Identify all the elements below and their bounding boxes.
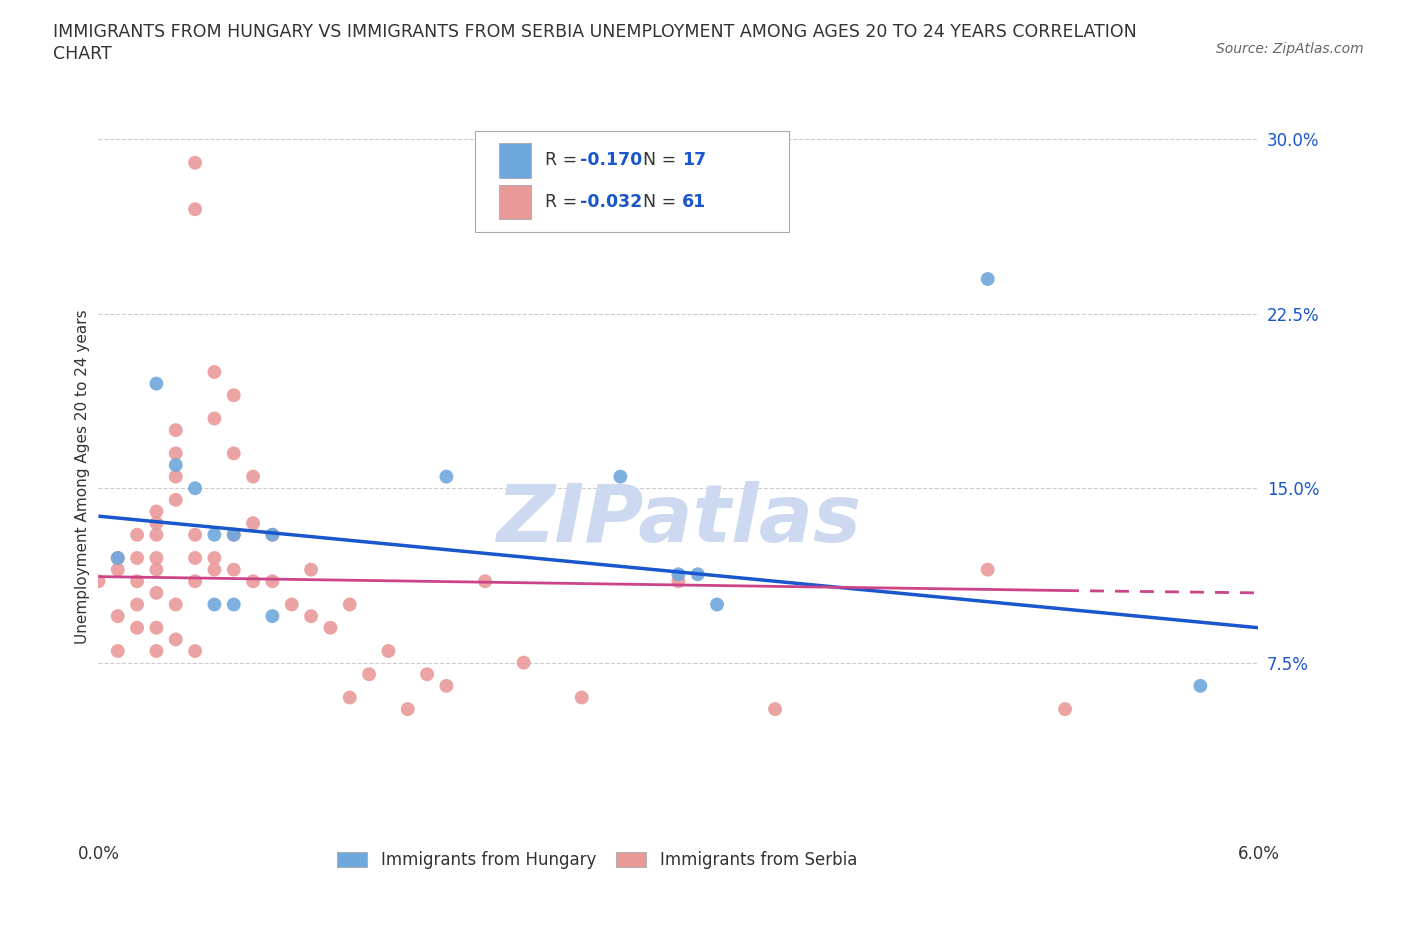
Point (204, 551, 226, 565)
Y-axis label: Unemployment Among Ages 20 to 24 years: Unemployment Among Ages 20 to 24 years (75, 310, 90, 644)
Point (686, 566, 709, 582)
Point (299, 562, 322, 577)
Point (262, 527, 284, 542)
Text: N =: N = (633, 152, 682, 169)
Point (145, 515, 167, 530)
Point (262, 609, 284, 624)
Text: -0.170: -0.170 (579, 152, 643, 169)
Point (107, 562, 129, 577)
Text: 61: 61 (682, 193, 706, 211)
Text: Source: ZipAtlas.com: Source: ZipAtlas.com (1216, 42, 1364, 56)
Point (513, 656, 536, 671)
Point (281, 597, 304, 612)
Text: N =: N = (633, 193, 682, 211)
Point (184, 155, 207, 170)
Point (184, 527, 207, 542)
Point (165, 458, 187, 472)
Point (262, 527, 284, 542)
Point (184, 644, 207, 658)
Point (242, 574, 264, 589)
Point (242, 515, 264, 530)
Point (396, 702, 419, 717)
FancyBboxPatch shape (499, 185, 531, 219)
Point (668, 566, 690, 582)
Point (222, 445, 245, 460)
Point (107, 609, 129, 624)
Point (165, 632, 187, 647)
Point (165, 597, 187, 612)
Point (1189, 679, 1212, 694)
Point (359, 667, 381, 682)
Point (262, 574, 284, 589)
Point (436, 469, 458, 484)
Point (184, 202, 207, 217)
Point (609, 469, 631, 484)
Point (222, 388, 245, 403)
Point (377, 644, 399, 658)
Point (204, 562, 226, 577)
Point (319, 620, 342, 635)
Point (222, 527, 245, 542)
Point (107, 551, 129, 565)
Point (204, 597, 226, 612)
Point (222, 562, 245, 577)
Text: -0.032: -0.032 (579, 193, 643, 211)
Point (145, 551, 167, 565)
Text: CHART: CHART (53, 45, 112, 62)
Point (204, 365, 226, 379)
Point (145, 586, 167, 601)
Point (145, 376, 167, 391)
Text: R =: R = (546, 193, 582, 211)
Point (165, 445, 187, 460)
Text: IMMIGRANTS FROM HUNGARY VS IMMIGRANTS FROM SERBIA UNEMPLOYMENT AMONG AGES 20 TO : IMMIGRANTS FROM HUNGARY VS IMMIGRANTS FR… (53, 23, 1137, 41)
Point (339, 597, 361, 612)
Point (1054, 702, 1077, 717)
Point (127, 551, 149, 565)
Point (184, 574, 207, 589)
Point (436, 679, 458, 694)
Point (977, 562, 1000, 577)
Text: ZIPatlas: ZIPatlas (496, 481, 860, 559)
Point (165, 422, 187, 438)
Point (165, 493, 187, 508)
Point (204, 527, 226, 542)
Point (571, 690, 593, 705)
Point (222, 527, 245, 542)
Point (145, 620, 167, 635)
Point (107, 644, 129, 658)
Point (668, 574, 690, 589)
Point (977, 272, 1000, 286)
FancyBboxPatch shape (499, 143, 531, 178)
FancyBboxPatch shape (475, 130, 789, 232)
Point (706, 597, 728, 612)
Point (165, 469, 187, 484)
Point (763, 702, 786, 717)
Point (127, 597, 149, 612)
Point (474, 574, 496, 589)
Point (299, 609, 322, 624)
Point (127, 620, 149, 635)
Point (87, 574, 110, 589)
Point (127, 527, 149, 542)
Text: R =: R = (546, 152, 582, 169)
Point (145, 527, 167, 542)
Point (145, 644, 167, 658)
Point (242, 469, 264, 484)
Point (107, 551, 129, 565)
Point (145, 504, 167, 519)
Point (204, 411, 226, 426)
Text: 17: 17 (682, 152, 706, 169)
Point (127, 574, 149, 589)
Point (145, 562, 167, 577)
Point (184, 551, 207, 565)
Point (184, 481, 207, 496)
Point (339, 690, 361, 705)
Legend: Immigrants from Hungary, Immigrants from Serbia: Immigrants from Hungary, Immigrants from… (330, 844, 863, 875)
Point (222, 597, 245, 612)
Point (416, 667, 439, 682)
